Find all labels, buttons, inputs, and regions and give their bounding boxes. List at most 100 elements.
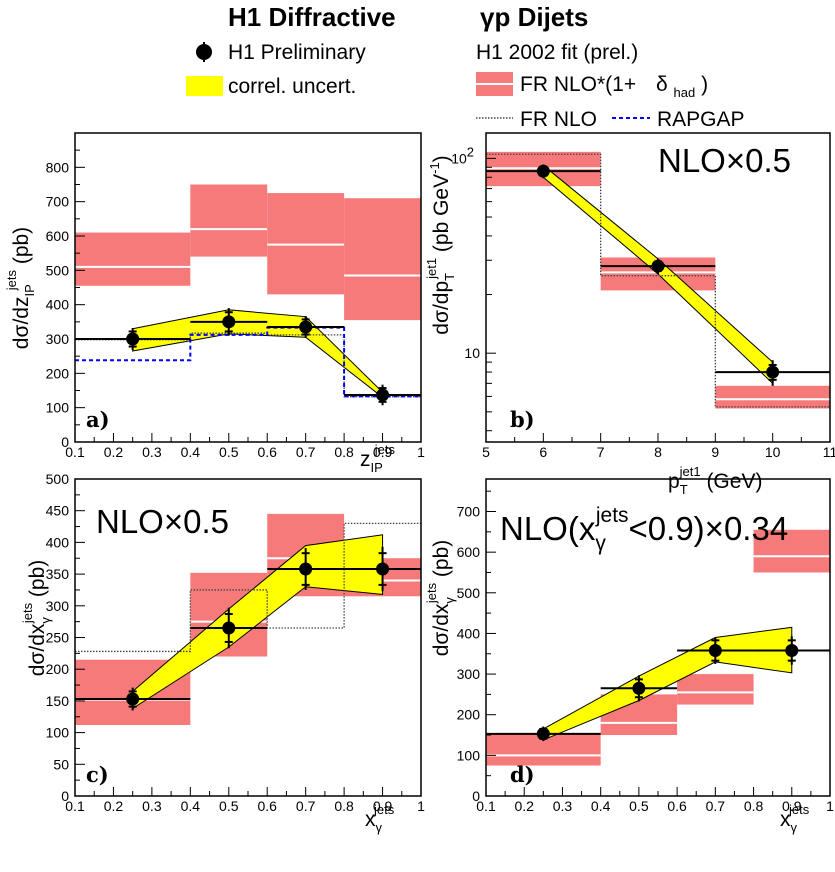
x-tick-label: 5: [482, 444, 490, 460]
y-axis-unit: (pb): [430, 540, 453, 583]
legend-nlo-had-sub: had: [674, 85, 696, 100]
panel-c: 0.1 0.2 0.3 0.4 0.5 0.6 0.7 0.8 0.9 1 0 50 100 150 200…: [20, 471, 425, 835]
nlo-had-box: [715, 385, 830, 409]
annotation-main: NLO(x: [500, 510, 596, 547]
y-tick-label: 200: [46, 365, 70, 381]
y-tick-label: 200: [457, 707, 481, 723]
x-axis-var: p: [668, 470, 680, 493]
nlo-had-box: [190, 184, 268, 257]
x-tick-label: 0.4: [181, 798, 201, 814]
data-point: [785, 644, 799, 658]
correl-uncert-band: [542, 626, 793, 741]
data-point: [536, 164, 550, 178]
x-axis-label: zIP jets: [360, 442, 396, 475]
x-axis-sup: jets: [788, 802, 810, 817]
data-point: [126, 692, 140, 706]
x-tick-label: 1: [826, 798, 834, 814]
y-axis-main: dσ/dx: [430, 603, 453, 656]
y-tick-label: 0: [472, 788, 480, 804]
x-tick-label: 1: [417, 444, 425, 460]
y-tick-label: 500: [46, 471, 70, 487]
y-axis-main: dσ/dz: [10, 297, 33, 350]
x-tick-label: 0.3: [142, 798, 162, 814]
x-tick-label: 0.8: [334, 798, 354, 814]
x-axis-label: xγ jets: [780, 802, 810, 835]
panels: 0.1 0.2 0.3 0.4 0.5 0.6 0.7 0.8 0.9 1010020030040…: [4, 132, 835, 835]
x-axis-var: z: [360, 448, 371, 471]
normalization-annotation: NLO×0.5: [658, 142, 791, 179]
x-axis-var: x: [365, 808, 376, 831]
data-point: [708, 644, 722, 658]
x-tick-label: 11: [823, 444, 835, 460]
data-point: [222, 315, 236, 329]
x-tick-label: 6: [539, 444, 547, 460]
x-tick-label: 0.5: [219, 798, 239, 814]
x-tick-label: 0.1: [476, 798, 496, 814]
data-point: [632, 681, 646, 695]
data-point: [651, 259, 665, 273]
x-tick-label: 0.6: [667, 798, 687, 814]
nlo-had-box: [344, 198, 421, 321]
legend-nlo-had-delta: δ: [656, 73, 668, 96]
x-axis-sub: T: [680, 482, 688, 497]
data-point: [376, 562, 390, 576]
figure-title-left: H1 Diffractive: [228, 2, 396, 32]
x-tick-label: 0.7: [706, 798, 726, 814]
y-tick-label: 700: [46, 194, 70, 210]
y-tick-label: 100: [46, 400, 70, 416]
data-point: [299, 320, 313, 334]
y-axis-sup: jets: [424, 582, 439, 604]
legend-fit-label: H1 2002 fit (prel.): [476, 41, 638, 64]
x-tick-label: 8: [654, 444, 662, 460]
x-tick-label: 0.9: [373, 798, 393, 814]
nlo-had-box: [75, 232, 191, 286]
annotation-tail: <0.9)×0.34: [629, 510, 789, 547]
legend-nlo-had-close: ): [701, 73, 708, 96]
x-tick-label: 0.1: [65, 798, 85, 814]
y-axis-label: dσ/dxγjets (pb): [20, 560, 53, 677]
rapgap-line: [75, 326, 421, 398]
y-tick-label: 500: [457, 585, 481, 601]
y-tick-label: 450: [46, 503, 70, 519]
x-tick-label: 7: [597, 444, 605, 460]
y-axis-unit: (pb): [10, 227, 33, 270]
x-axis-unit: (GeV): [701, 470, 763, 493]
y-axis-unit-close: ): [430, 155, 453, 162]
legend-nlo-label: FR NLO: [520, 108, 597, 131]
y-tick-label: 400: [46, 297, 70, 313]
x-tick-label: 0.1: [65, 444, 85, 460]
y-tick-label: 400: [46, 534, 70, 550]
y-tick-label: 800: [46, 159, 70, 175]
data-point: [766, 365, 780, 379]
x-axis-label: pTjet1 (GeV): [668, 464, 762, 497]
x-tick-label: 0.9: [373, 444, 393, 460]
legend-uncert-swatch: [186, 76, 223, 96]
y-axis-sup: jets: [4, 270, 19, 292]
x-tick-label: 0.3: [553, 798, 573, 814]
legend-rapgap-label: RAPGAP: [657, 108, 745, 131]
y-tick-label: 50: [53, 756, 69, 772]
x-tick-label: 0.5: [219, 444, 239, 460]
data-point: [299, 562, 313, 576]
y-tick-label: 102: [451, 144, 474, 166]
x-tick-label: 0.6: [257, 798, 277, 814]
y-tick-label: 300: [457, 666, 481, 682]
x-tick-label: 0.4: [181, 444, 201, 460]
y-tick-label: 0: [61, 788, 69, 804]
y-axis-label: dσ/dzIPjets (pb): [4, 227, 37, 349]
y-tick-label: 100: [46, 725, 70, 741]
fr-nlo-line: [486, 153, 830, 408]
panel-label: a): [86, 407, 110, 432]
y-axis-unit: (pb GeV: [430, 174, 453, 258]
x-tick-label: 0.7: [296, 798, 316, 814]
data-point: [376, 388, 390, 402]
legend-nlo-had-main: FR NLO*(1+: [520, 73, 636, 96]
x-tick-label: 0.2: [104, 798, 124, 814]
y-tick-label: 600: [46, 228, 70, 244]
x-tick-label: 0.5: [629, 798, 649, 814]
y-tick-label: 10: [464, 345, 480, 361]
y-axis-sub: γ: [38, 617, 53, 624]
x-axis-var: x: [780, 808, 791, 831]
x-tick-label: 0.2: [104, 444, 124, 460]
y-tick-label: 300: [46, 331, 70, 347]
